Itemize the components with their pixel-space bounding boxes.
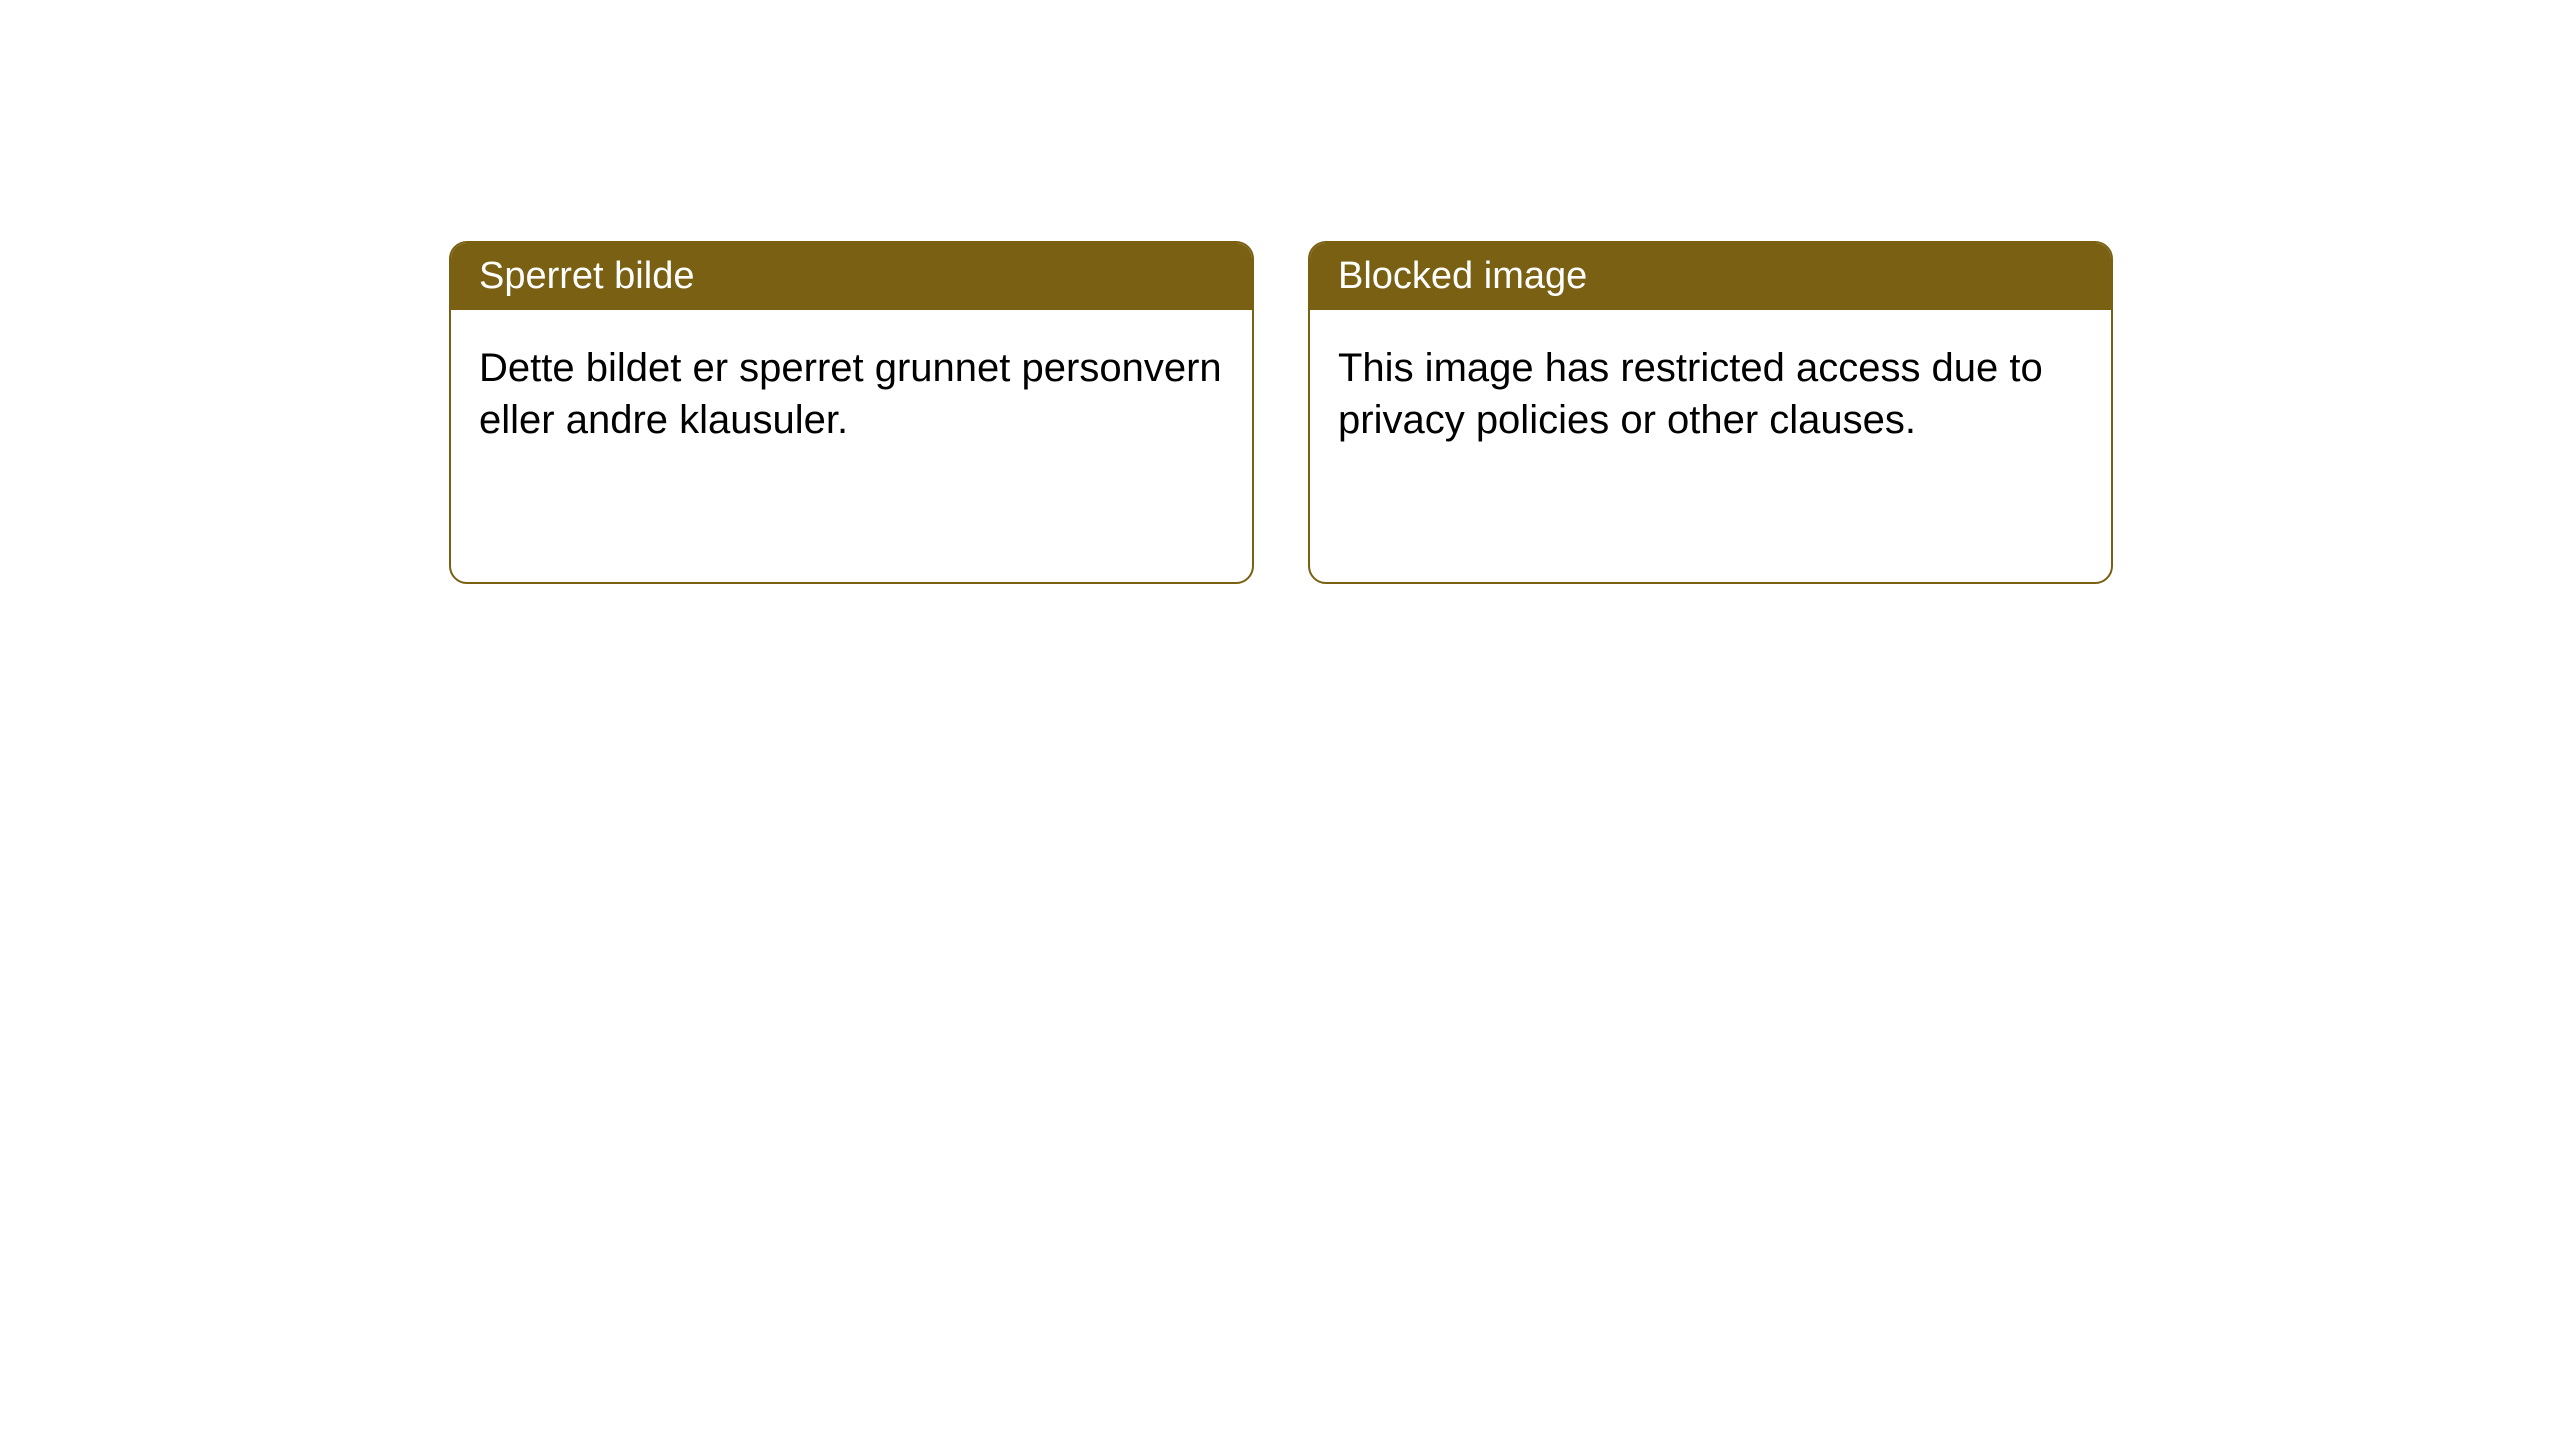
notice-cards-container: Sperret bilde Dette bildet er sperret gr… — [0, 0, 2560, 584]
card-body-text: Dette bildet er sperret grunnet personve… — [479, 346, 1222, 442]
card-body: Dette bildet er sperret grunnet personve… — [451, 310, 1252, 582]
notice-card-english: Blocked image This image has restricted … — [1308, 241, 2113, 584]
card-body-text: This image has restricted access due to … — [1338, 346, 2043, 442]
card-title: Sperret bilde — [479, 255, 694, 297]
card-header: Sperret bilde — [451, 243, 1252, 310]
card-title: Blocked image — [1338, 255, 1587, 297]
card-header: Blocked image — [1310, 243, 2111, 310]
card-body: This image has restricted access due to … — [1310, 310, 2111, 582]
notice-card-norwegian: Sperret bilde Dette bildet er sperret gr… — [449, 241, 1254, 584]
